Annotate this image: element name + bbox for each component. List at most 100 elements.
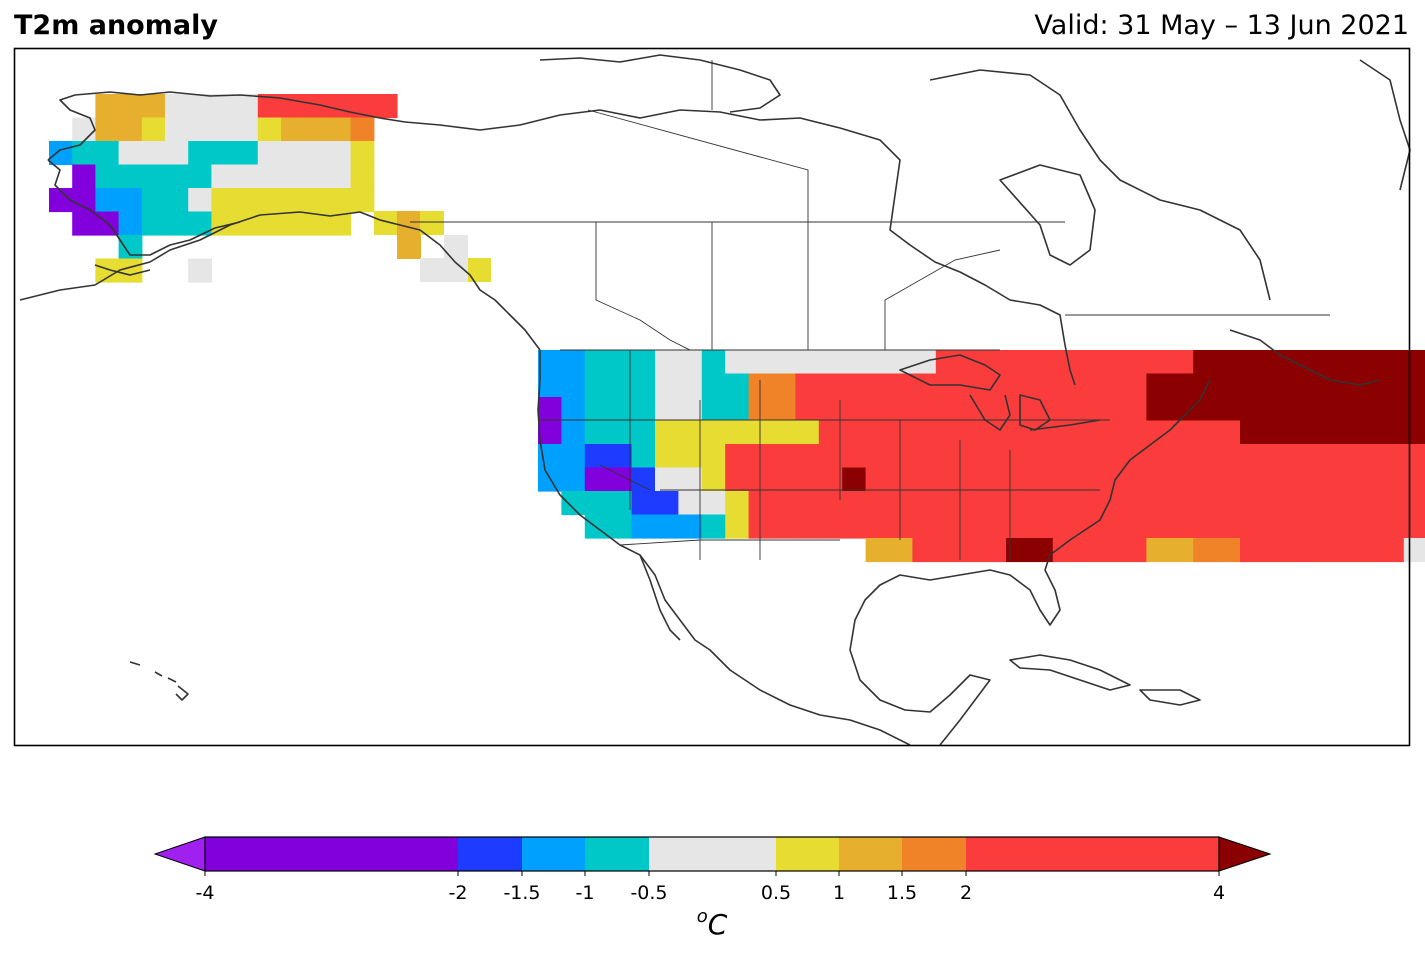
anomaly-cell: [1380, 467, 1405, 492]
anomaly-cell: [304, 164, 328, 189]
anomaly-cell: [1146, 397, 1171, 422]
anomaly-cell: [467, 258, 491, 282]
anomaly-cell: [701, 350, 726, 375]
anomaly-cell: [1123, 514, 1147, 539]
anomaly-cell: [1123, 397, 1147, 422]
anomaly-cell: [1029, 420, 1054, 445]
anomaly-cell: [1286, 397, 1311, 422]
anomaly-cell: [725, 350, 750, 375]
anomaly-cell: [1029, 373, 1054, 398]
anomaly-cell: [1240, 491, 1264, 516]
anomaly-cell: [72, 117, 96, 142]
anomaly-cell: [165, 117, 189, 142]
anomaly-cell: [912, 444, 937, 469]
anomaly-cell: [1193, 538, 1218, 563]
anomaly-cell: [1169, 514, 1194, 539]
anomaly-cell: [1216, 444, 1241, 469]
anomaly-cell: [842, 444, 867, 469]
colorbar-bin: [205, 837, 458, 871]
anomaly-cell: [72, 164, 96, 189]
anomaly-cell: [865, 373, 890, 398]
anomaly-cell: [211, 117, 236, 142]
anomaly-cell: [1240, 444, 1264, 469]
anomaly-cell: [1286, 444, 1311, 469]
anomaly-cell: [935, 467, 960, 492]
anomaly-cell: [631, 444, 656, 469]
anomaly-cell: [118, 117, 143, 142]
anomaly-cell: [538, 373, 562, 398]
anomaly-cell: [1263, 467, 1288, 492]
anomaly-cell: [72, 188, 96, 213]
anomaly-cell: [748, 444, 773, 469]
anomaly-cell: [655, 444, 679, 469]
anomaly-cell: [1216, 420, 1241, 445]
anomaly-cell: [1380, 397, 1405, 422]
anomaly-cell: [631, 350, 656, 375]
anomaly-cell: [1240, 514, 1264, 539]
anomaly-cell: [772, 350, 796, 375]
anomaly-cell: [1099, 350, 1124, 375]
anomaly-cell: [1357, 350, 1381, 375]
colorbar-frame: [204, 836, 1220, 872]
anomaly-cell: [444, 235, 468, 259]
anomaly-cell: [982, 514, 1007, 539]
anomaly-cell: [561, 444, 586, 469]
anomaly-cell: [772, 491, 796, 516]
anomaly-cell: [1193, 467, 1218, 492]
anomaly-cell: [631, 467, 656, 492]
anomaly-cell: [1146, 467, 1171, 492]
anomaly-cell: [1052, 514, 1077, 539]
anomaly-cell: [1146, 444, 1171, 469]
anomaly-cell: [1403, 397, 1425, 422]
anomaly-cell: [725, 397, 750, 422]
anomaly-cell: [865, 514, 890, 539]
anomaly-cell: [49, 141, 73, 166]
anomaly-cell: [772, 397, 796, 422]
anomaly-cell: [1263, 444, 1288, 469]
anomaly-cell: [1076, 467, 1101, 492]
anomaly-cell: [257, 211, 282, 236]
anomaly-cell: [608, 444, 633, 469]
anomaly-cell: [1146, 373, 1171, 398]
anomaly-cell: [420, 258, 444, 282]
anomaly-cell: [818, 420, 843, 445]
anomaly-cell: [1076, 538, 1101, 563]
anomaly-cell: [842, 420, 867, 445]
anomaly-map: [13, 47, 1425, 747]
anomaly-cell: [1263, 420, 1288, 445]
anomaly-cell: [234, 211, 259, 236]
anomaly-cell: [211, 141, 236, 166]
anomaly-cell: [772, 514, 796, 539]
anomaly-cell: [748, 397, 773, 422]
anomaly-cell: [1052, 350, 1077, 375]
anomaly-cell: [748, 373, 773, 398]
anomaly-cell: [561, 420, 586, 445]
political-borders: [410, 60, 1330, 560]
anomaly-cell: [281, 117, 305, 142]
anomaly-cell: [678, 350, 703, 375]
anomaly-cell: [818, 373, 843, 398]
anomaly-cell: [959, 444, 984, 469]
anomaly-cell: [818, 397, 843, 422]
anomaly-cell: [1193, 420, 1218, 445]
anomaly-cell: [842, 350, 867, 375]
anomaly-cell: [1076, 397, 1101, 422]
colorbar-tick-label: -1: [576, 882, 595, 904]
anomaly-cell: [327, 117, 352, 142]
anomaly-cell: [188, 141, 212, 166]
anomaly-cell: [304, 117, 328, 142]
anomaly-cell: [701, 467, 726, 492]
anomaly-cell: [281, 141, 305, 166]
anomaly-cell: [982, 373, 1007, 398]
anomaly-cell: [748, 350, 773, 375]
anomaly-cell: [95, 94, 120, 119]
anomaly-cell: [1076, 420, 1101, 445]
colorbar-tick-label: -2: [449, 882, 468, 904]
anomaly-cell: [889, 514, 913, 539]
anomaly-cell: [165, 164, 189, 189]
anomaly-cell: [1076, 514, 1101, 539]
anomaly-cell: [701, 420, 726, 445]
colorbar-tick-label: -1.5: [503, 882, 540, 904]
anomaly-cell: [608, 420, 633, 445]
anomaly-cell: [1380, 420, 1405, 445]
